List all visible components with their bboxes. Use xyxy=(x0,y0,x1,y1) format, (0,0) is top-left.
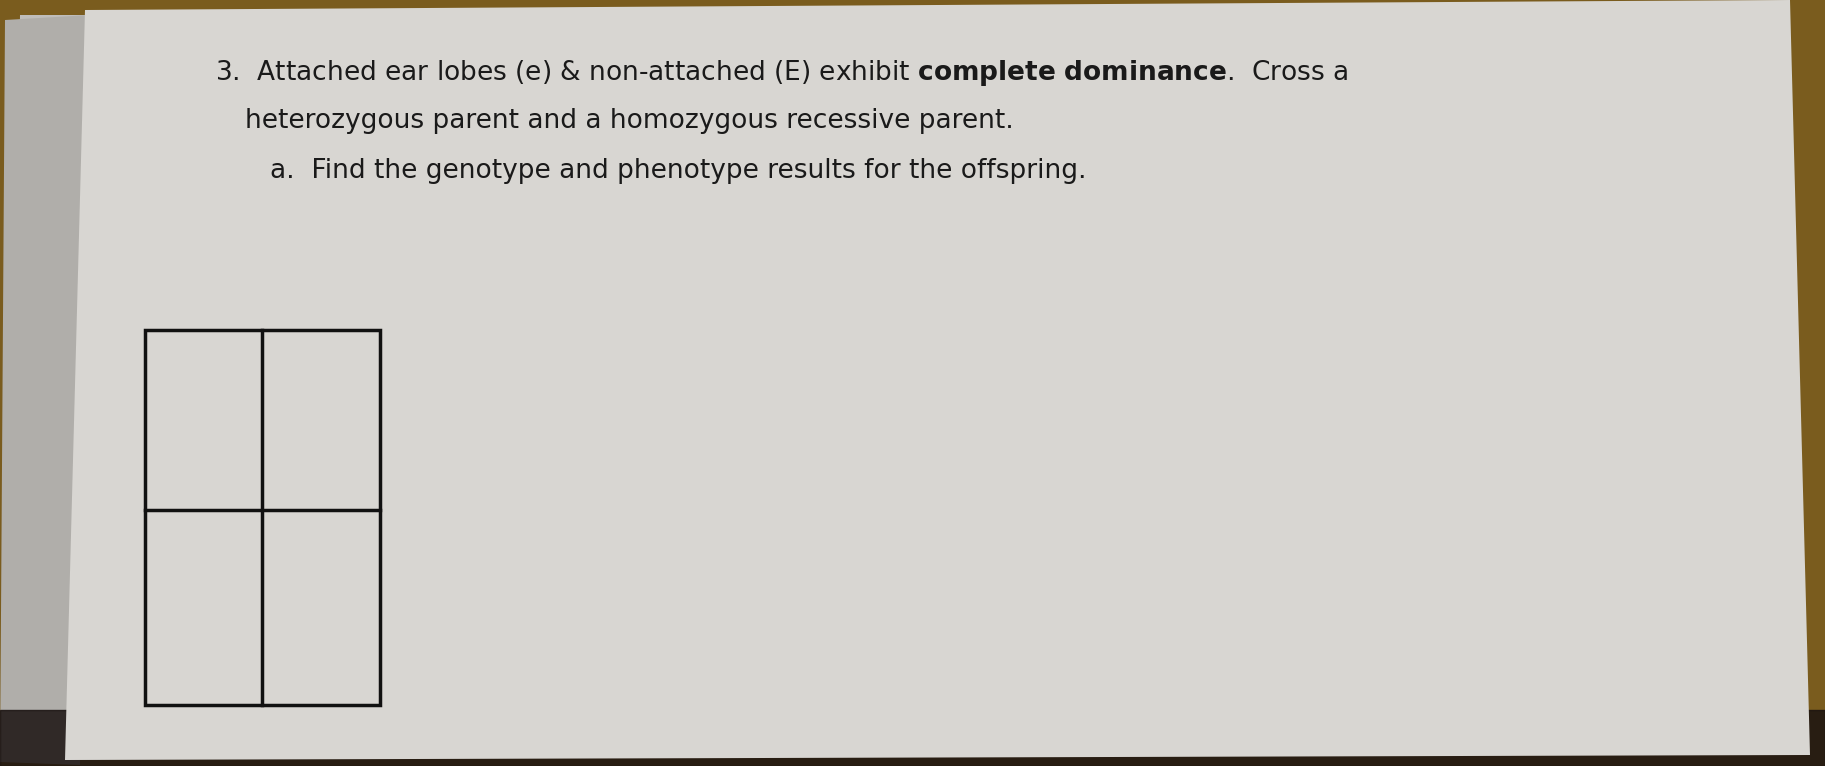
Polygon shape xyxy=(66,0,1810,760)
Polygon shape xyxy=(0,15,89,765)
Bar xyxy=(0,710,1825,766)
Text: heterozygous parent and a homozygous recessive parent.: heterozygous parent and a homozygous rec… xyxy=(245,108,1013,134)
Text: a.  Find the genotype and phenotype results for the offspring.: a. Find the genotype and phenotype resul… xyxy=(270,158,1086,184)
Bar xyxy=(144,330,380,705)
Text: 3.  Attached ear lobes (e) & non-attached (E) exhibit $\bf{complete\ dominance}$: 3. Attached ear lobes (e) & non-attached… xyxy=(215,58,1349,88)
Polygon shape xyxy=(9,15,110,760)
